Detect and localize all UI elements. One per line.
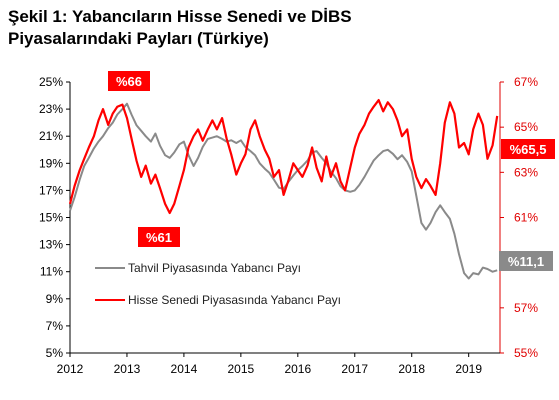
y-left-tick-label: 19% bbox=[39, 156, 63, 170]
y-left-tick-label: 25% bbox=[39, 75, 63, 89]
legend-item-bond-label: Tahvil Piyasasında Yabancı Payı bbox=[128, 261, 301, 275]
x-tick-label: 2018 bbox=[398, 362, 425, 376]
y-left-tick-label: 15% bbox=[39, 211, 63, 225]
y-left-tick-label: 11% bbox=[40, 265, 63, 279]
callout-bond-latest-box bbox=[499, 251, 553, 271]
chart-title-line-1: Şekil 1: Yabancıların Hisse Senedi ve Dİ… bbox=[8, 7, 352, 26]
callout-peak-label: %66 bbox=[116, 74, 142, 89]
callout-bond-latest-label: %11,1 bbox=[508, 254, 544, 269]
y-left-tick-label: 7% bbox=[46, 319, 64, 333]
x-tick-label: 2019 bbox=[455, 362, 482, 376]
y-right-tick-label: 63% bbox=[514, 165, 538, 179]
legend-item-equity-label: Hisse Senedi Piyasasında Yabancı Payı bbox=[128, 293, 341, 307]
y-right-tick-label: 55% bbox=[514, 346, 538, 360]
y-left-tick-label: 5% bbox=[46, 346, 64, 360]
y-left-tick-label: 21% bbox=[39, 129, 63, 143]
x-tick-label: 2016 bbox=[284, 362, 311, 376]
callouts: %66 %61 %65,5 %11,1 bbox=[108, 71, 555, 271]
legend: Tahvil Piyasasında Yabancı Payı Hisse Sen… bbox=[95, 261, 341, 307]
y-left-tick-label: 9% bbox=[46, 292, 64, 306]
callout-equity-latest-box bbox=[501, 139, 555, 159]
x-tick-label: 2017 bbox=[341, 362, 368, 376]
series-lines bbox=[68, 99, 499, 280]
y-right-tick-label: 65% bbox=[514, 120, 538, 134]
series-line-equity bbox=[68, 99, 499, 215]
y-right-tick-label: 67% bbox=[514, 75, 538, 89]
x-tick-label: 2015 bbox=[228, 362, 255, 376]
x-tick-label: 2014 bbox=[171, 362, 198, 376]
y-left-tick-label: 13% bbox=[39, 238, 63, 252]
callout-peak-box bbox=[108, 71, 150, 91]
callout-equity-latest-label: %65,5 bbox=[510, 142, 547, 157]
y-right-tick-label: 57% bbox=[514, 301, 538, 315]
chart-title-line-2: Piyasalarındaki Payları (Türkiye) bbox=[8, 29, 269, 48]
x-tick-label: 2012 bbox=[57, 362, 84, 376]
y-right-tick-label: 61% bbox=[514, 211, 538, 225]
axes: 25% 23% 21% 19% 17% 15% 13% 11% 9% 7% 5% 67% 65% 63% 6… bbox=[39, 75, 538, 376]
y-left-tick-label: 23% bbox=[39, 102, 63, 116]
callout-trough-label: %61 bbox=[146, 230, 172, 245]
chart-title: Şekil 1: Yabancıların Hisse Senedi ve Dİ… bbox=[8, 6, 528, 50]
x-tick-label: 2013 bbox=[114, 362, 141, 376]
y-left-tick-label: 17% bbox=[39, 183, 63, 197]
callout-trough-box bbox=[138, 227, 180, 247]
